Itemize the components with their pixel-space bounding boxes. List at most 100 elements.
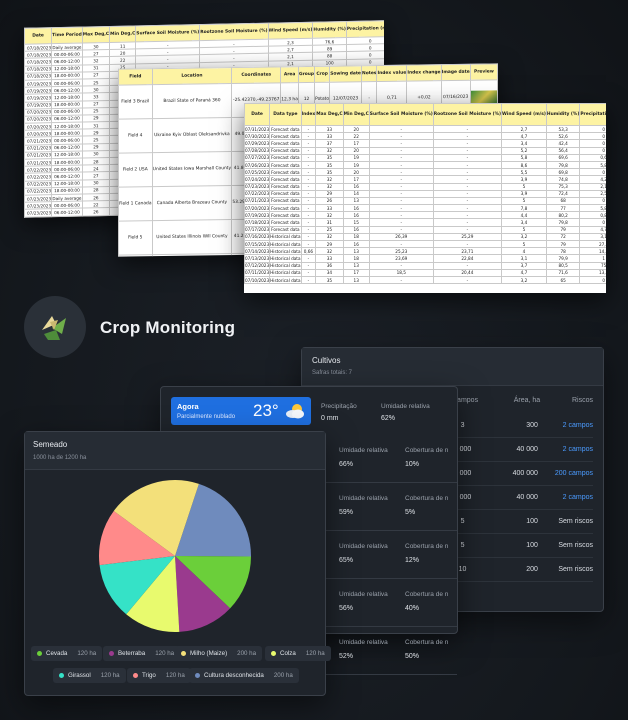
table-cell: 32: [315, 211, 344, 220]
pie-slice-trigo[interactable]: [99, 510, 175, 566]
table-row[interactable]: 10 200 Sem riscos: [452, 558, 593, 582]
pie-slice-colza[interactable]: [126, 556, 180, 632]
table-cell: 20: [342, 146, 370, 155]
table-row[interactable]: 3 300 2 campos: [452, 414, 593, 438]
table-cell: 0: [579, 132, 606, 141]
table-row[interactable]: 1 000 40 000 2 campos: [452, 438, 593, 462]
table-cell: United States California: [152, 253, 232, 257]
table-cell: 25,29: [432, 232, 503, 242]
table-row[interactable]: 1 000 40 000 2 campos: [452, 486, 593, 510]
legend-item[interactable]: Trigo 120 ha: [127, 668, 191, 683]
table-cell: 07/15/2023: [244, 239, 271, 249]
table-cell: -: [300, 196, 317, 206]
table-cell: -: [300, 132, 317, 141]
risks-link[interactable]: 200 campos: [554, 470, 593, 477]
column-header: Precipitation (mm): [346, 20, 384, 38]
table-cell: 5,8: [579, 204, 606, 213]
table-row[interactable]: 1 000 400 000 200 campos: [452, 462, 593, 486]
cloud-cover-label: Cobertura de n: [405, 543, 449, 550]
table-cell: Canada Alberta Brazeau County: [152, 185, 232, 221]
column-header: Surface Soil Moisture (%): [135, 24, 200, 42]
table-row[interactable]: 5 100 Sem riscos: [452, 534, 593, 558]
table-cell: 4,7: [579, 225, 606, 234]
sown-area-pie-chart: [99, 480, 251, 632]
column-header: Min Deg,C: [342, 103, 370, 126]
legend-area: 200 ha: [237, 650, 257, 657]
table-cell: Forecast data: [269, 168, 302, 177]
table-cell: -: [300, 218, 317, 227]
table-cell: 68: [545, 196, 581, 206]
pie-slice-cevada[interactable]: [175, 556, 251, 609]
pie-slice-cultura-desconhecida[interactable]: [175, 483, 251, 557]
table-cell: 07/13/2023: [244, 254, 271, 263]
legend-item[interactable]: Beterraba 120 ha: [103, 646, 181, 661]
table-cell: Forecast data: [269, 182, 302, 191]
table-cell: 69,6: [545, 153, 581, 162]
table-cell: 07/23/2023: [244, 182, 271, 191]
table-cell: -: [368, 139, 434, 148]
table-cell: 0: [579, 218, 606, 227]
legend-area: 200 ha: [273, 672, 293, 679]
table-cell: 3,1: [579, 232, 606, 242]
table-cell: 25,23: [368, 247, 434, 256]
table-cell: -: [432, 189, 503, 198]
table-cell: -: [432, 146, 503, 155]
semeado-panel: Semeado 1000 ha de 1200 ha Cevada 120 ha B…: [24, 431, 331, 696]
column-header: Index value: [376, 65, 407, 82]
table-cell: -: [368, 261, 434, 270]
table-cell: -: [432, 275, 503, 285]
current-weather-card[interactable]: Agora Parcialmente nublado 23°: [171, 397, 311, 425]
table-cell: -: [300, 275, 317, 285]
table-cell: 65: [545, 275, 581, 285]
pie-slice-beterraba[interactable]: [175, 556, 231, 632]
table-cell: -: [368, 124, 434, 134]
table-cell: Forecast data: [269, 146, 302, 155]
table-cell: -: [368, 275, 434, 285]
table-cell: 19: [342, 153, 370, 162]
table-cell: Historical data: [269, 247, 302, 256]
table-cell: 07/25/2023: [244, 168, 271, 177]
table-cell: 5,8: [501, 153, 547, 162]
column-header: Location: [152, 67, 232, 85]
table-cell: Forecast data: [269, 175, 302, 184]
legend-item[interactable]: Cevada 120 ha: [31, 646, 103, 661]
risks-link[interactable]: 2 campos: [562, 494, 593, 501]
legend-item[interactable]: Milho (Maize) 200 ha: [175, 646, 263, 661]
table-cell: 3,9: [501, 189, 547, 198]
table-cell: -: [368, 132, 434, 141]
risks-link[interactable]: 2 campos: [562, 422, 593, 429]
table-cell: 07/12/2023: [244, 261, 271, 270]
table-cell: 33: [315, 204, 344, 213]
brand-title: Crop Monitoring: [100, 318, 236, 337]
pie-slice-milho-maize[interactable]: [113, 480, 199, 556]
column-header-campos[interactable]: Campos: [452, 396, 479, 404]
table-cell: -: [300, 153, 317, 162]
table-cell: 33: [315, 254, 344, 263]
table-cell: United States Illinois Will County: [152, 219, 232, 255]
legend-item[interactable]: Cultura desconhecida 200 ha: [189, 668, 299, 683]
table-row[interactable]: 5 100 Sem riscos: [452, 510, 593, 534]
legend-item[interactable]: Girassol 120 ha: [53, 668, 126, 683]
table-row: 07/11/2023 Historical data -34 17 18,5 20,44 4…: [244, 268, 606, 277]
table-cell: 14,2: [579, 247, 606, 256]
table-cell: 23,69: [368, 254, 434, 263]
campos-value: 10: [458, 566, 467, 573]
column-header-area[interactable]: Área, ha: [513, 396, 541, 404]
table-cell: 13: [342, 247, 370, 256]
column-header-riscos[interactable]: Riscos: [571, 396, 593, 404]
table-cell: -: [300, 175, 317, 184]
table-cell: -: [432, 261, 503, 270]
risks-link[interactable]: 2 campos: [562, 446, 593, 453]
pie-slice-girassol[interactable]: [99, 556, 175, 615]
legend-color-swatch: [181, 651, 186, 656]
legend-item[interactable]: Colza 120 ha: [265, 646, 331, 661]
legend-color-swatch: [271, 651, 276, 656]
campos-value: 3: [460, 422, 465, 429]
table-cell: Field 3 Brazil: [118, 84, 153, 120]
table-cell: -: [300, 146, 317, 155]
table-cell: 79: [545, 239, 581, 249]
table-cell: 16: [342, 239, 370, 249]
semeado-header: Semeado 1000 ha de 1200 ha: [25, 432, 325, 470]
table-cell: 71,6: [545, 268, 581, 277]
